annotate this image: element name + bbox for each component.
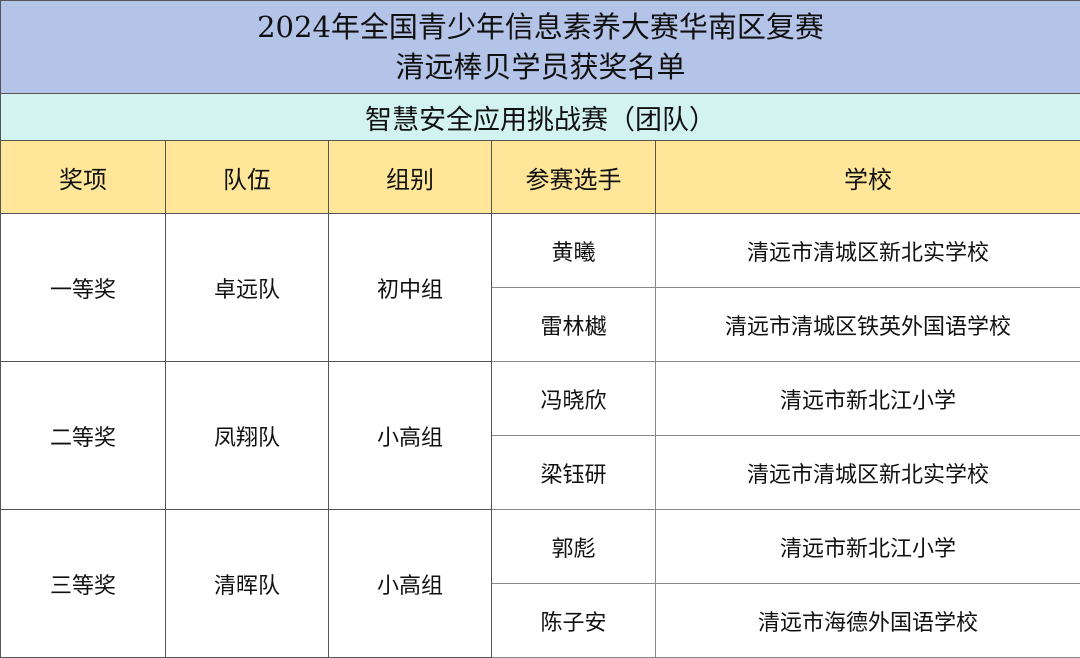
header-row: 奖项 队伍 组别 参赛选手 学校 bbox=[0, 140, 1080, 214]
school-cell: 清远市清城区铁英外国语学校 bbox=[655, 287, 1080, 362]
participant-cell: 雷林樾 bbox=[491, 287, 656, 362]
award-cell: 一等奖 bbox=[0, 213, 166, 362]
participant-cell: 冯晓欣 bbox=[491, 361, 656, 436]
table-row: 一等奖 卓远队 初中组 黄曦 清远市清城区新北实学校 bbox=[0, 213, 1080, 362]
division-cell: 小高组 bbox=[328, 509, 492, 658]
table-row: 三等奖 清晖队 小高组 郭彪 清远市新北江小学 bbox=[0, 509, 1080, 658]
header-division: 组别 bbox=[328, 140, 492, 214]
header-participant: 参赛选手 bbox=[491, 140, 656, 214]
award-cell: 二等奖 bbox=[0, 361, 166, 510]
team-cell: 清晖队 bbox=[165, 509, 329, 658]
header-school: 学校 bbox=[655, 140, 1080, 214]
team-cell: 卓远队 bbox=[165, 213, 329, 362]
header-award: 奖项 bbox=[0, 140, 166, 214]
division-cell: 初中组 bbox=[328, 213, 492, 362]
table-row: 梁钰研 清远市清城区新北实学校 bbox=[1, 435, 1080, 510]
participant-cell: 黄曦 bbox=[491, 213, 656, 288]
table-row: 陈子安 清远市海德外国语学校 bbox=[1, 583, 1080, 658]
table-row: 雷林樾 清远市清城区铁英外国语学校 bbox=[1, 287, 1080, 362]
division-cell: 小高组 bbox=[328, 361, 492, 510]
participant-cell: 陈子安 bbox=[491, 583, 656, 658]
school-cell: 清远市新北江小学 bbox=[655, 509, 1080, 584]
participant-cell: 梁钰研 bbox=[491, 435, 656, 510]
school-cell: 清远市海德外国语学校 bbox=[655, 583, 1080, 658]
award-cell: 三等奖 bbox=[0, 509, 166, 658]
school-cell: 清远市新北江小学 bbox=[655, 361, 1080, 436]
competition-subtitle: 智慧安全应用挑战赛（团队） bbox=[0, 93, 1080, 141]
table-title: 2024年全国青少年信息素养大赛华南区复赛 清远棒贝学员获奖名单 bbox=[0, 0, 1080, 94]
title-line-1: 2024年全国青少年信息素养大赛华南区复赛 bbox=[257, 10, 824, 44]
school-cell: 清远市清城区新北实学校 bbox=[655, 213, 1080, 288]
participant-cell: 郭彪 bbox=[491, 509, 656, 584]
header-team: 队伍 bbox=[165, 140, 329, 214]
table-row: 二等奖 凤翔队 小高组 冯晓欣 清远市新北江小学 bbox=[0, 361, 1080, 510]
school-cell: 清远市清城区新北实学校 bbox=[655, 435, 1080, 510]
team-cell: 凤翔队 bbox=[165, 361, 329, 510]
title-line-2: 清远棒贝学员获奖名单 bbox=[395, 50, 686, 84]
